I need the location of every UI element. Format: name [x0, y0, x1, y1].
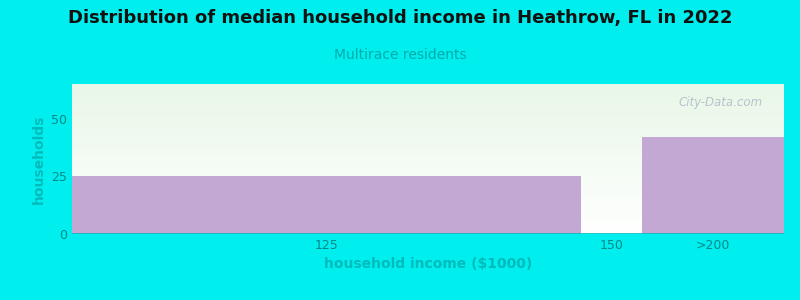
X-axis label: household income ($1000): household income ($1000): [324, 257, 532, 272]
Text: City-Data.com: City-Data.com: [678, 96, 762, 109]
Y-axis label: households: households: [31, 114, 46, 204]
Bar: [72, 176, 581, 234]
Text: Multirace residents: Multirace residents: [334, 48, 466, 62]
Bar: [642, 137, 784, 234]
Text: Distribution of median household income in Heathrow, FL in 2022: Distribution of median household income …: [68, 9, 732, 27]
